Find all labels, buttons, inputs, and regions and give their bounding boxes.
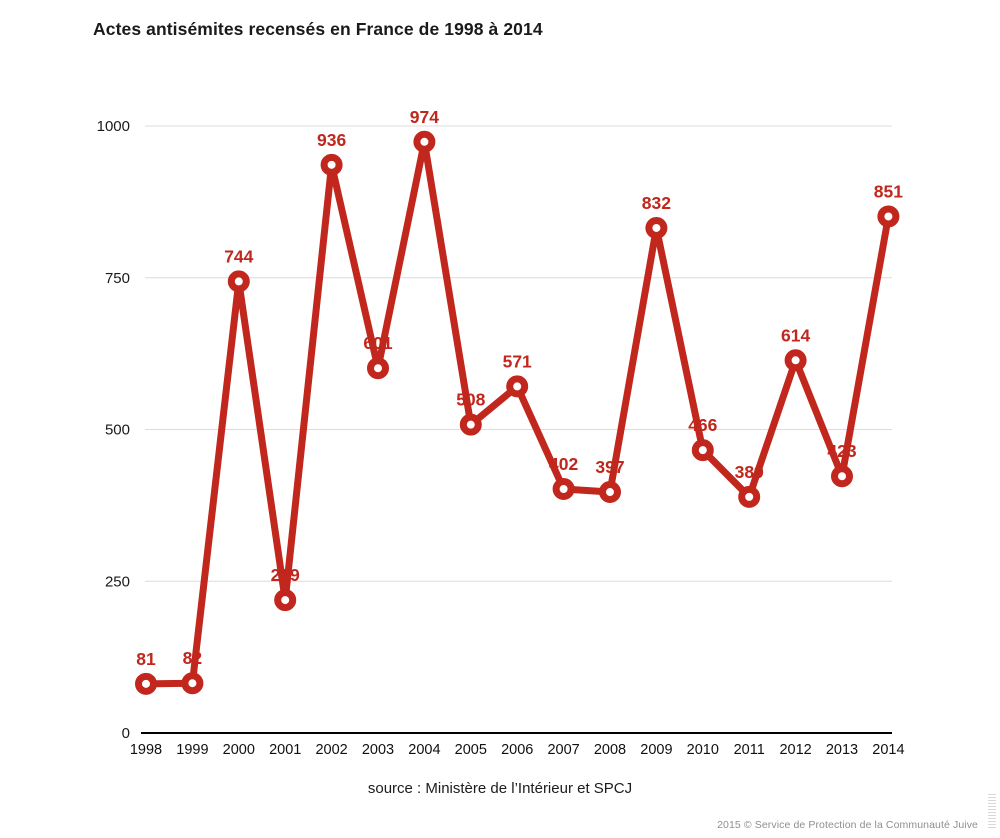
data-label-2007: 402 [549,454,578,474]
data-point-2014 [877,205,900,228]
x-tick-label-2010: 2010 [687,742,719,758]
data-label-2000: 744 [224,246,253,266]
x-tick-label-2002: 2002 [315,742,347,758]
data-point-2002 [320,153,343,176]
x-tick-label-1998: 1998 [130,742,162,758]
x-tick-label-2006: 2006 [501,742,533,758]
data-label-2008: 397 [595,457,624,477]
x-tick-label-2007: 2007 [547,742,579,758]
data-point-1998 [135,672,157,695]
data-label-2005: 508 [456,390,485,410]
data-point-2013 [831,465,853,488]
data-label-2012: 614 [781,325,810,345]
data-point-2011 [738,485,761,508]
data-label-1999: 82 [183,648,203,668]
x-tick-label-2005: 2005 [455,742,487,758]
data-point-2009 [645,216,668,239]
data-label-2010: 466 [688,415,717,435]
data-point-2012 [784,349,807,372]
x-tick-label-2008: 2008 [594,742,626,758]
data-line [145,138,892,688]
data-point-2007 [552,477,575,500]
x-tick-label-2001: 2001 [269,742,301,758]
data-point-2001 [274,589,297,612]
data-point-2008 [599,481,621,504]
source-caption: source : Ministère de l’Intérieur et SPC… [367,780,633,797]
y-tick-label-1000: 1000 [97,118,130,135]
x-tick-label-2013: 2013 [826,742,858,758]
y-tick-label-500: 500 [105,422,130,439]
copyright-text: 2015 © Service de Protection de la Commu… [717,819,978,831]
data-label-2004: 974 [410,107,439,127]
x-tick-label-2004: 2004 [408,742,440,758]
y-tick-label-0: 0 [122,725,130,742]
data-point-2010 [691,439,714,462]
x-tick-label-2014: 2014 [872,742,904,758]
data-label-2009: 832 [642,193,671,213]
x-tick-label-1999: 1999 [176,742,208,758]
data-label-2013: 423 [827,441,856,461]
data-label-2014: 851 [874,181,903,201]
y-tick-label-250: 250 [105,573,130,590]
data-point-2006 [506,375,529,398]
data-label-2011: 389 [735,462,764,482]
x-tick-label-2009: 2009 [640,742,672,758]
data-label-2001: 219 [271,565,300,585]
data-point-1999 [181,672,204,695]
data-label-2002: 936 [317,130,346,150]
data-point-2000 [227,270,250,293]
data-point-2005 [459,413,482,436]
data-label-2003: 601 [363,333,392,353]
y-tick-label-750: 750 [105,270,130,287]
data-point-2003 [367,357,389,380]
x-tick-label-2012: 2012 [779,742,811,758]
data-point-2004 [413,130,436,153]
x-tick-label-2000: 2000 [223,742,255,758]
vertical-fine-print-illegible [988,792,996,828]
data-label-2006: 571 [503,351,532,371]
x-tick-label-2011: 2011 [734,742,765,758]
x-tick-label-2003: 2003 [362,742,394,758]
data-label-1998: 81 [136,649,156,669]
chart-title: Actes antisémites recensés en France de … [93,19,543,39]
